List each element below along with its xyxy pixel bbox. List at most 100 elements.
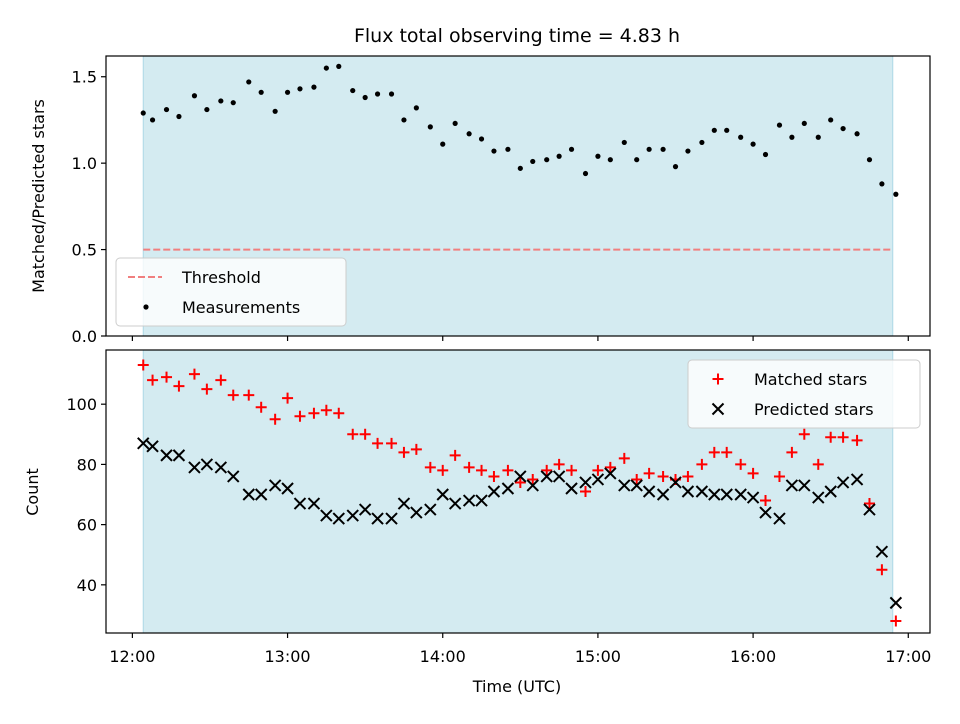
x-axis-label: Time (UTC)	[472, 677, 561, 696]
top-series-measurements-point	[621, 139, 627, 146]
bottom-series-matched-stars-point	[708, 446, 720, 458]
bottom-y-tick-label: 40	[77, 576, 97, 595]
x-tick-label: 16:00	[730, 647, 776, 666]
bottom-series-matched-stars-point	[566, 464, 578, 476]
bottom-series-predicted-stars-point	[227, 470, 240, 483]
bottom-series-matched-stars-point	[449, 449, 461, 461]
bottom-series-predicted-stars-point	[397, 497, 411, 510]
bottom-series-matched-stars-point	[527, 473, 539, 485]
bottom-series-predicted-stars-point	[875, 545, 889, 558]
bottom-y-tick-label: 80	[77, 455, 97, 474]
bottom-plot: 40 60 80 100 12:00 13:00 14:00 15:00 16:00 17:00 M…	[66, 349, 931, 666]
top-legend-threshold-label: Threshold	[181, 268, 261, 287]
top-y-tick-label: 1.0	[72, 154, 97, 173]
bottom-series-matched-stars-point	[372, 437, 384, 449]
top-series-measurements-point	[374, 91, 381, 97]
top-series-measurements-point	[388, 91, 395, 97]
x-tick-label: 12:00	[109, 647, 155, 666]
bottom-series-predicted-stars-point	[695, 485, 709, 498]
bottom-series-predicted-stars-point	[836, 476, 850, 489]
bottom-y-tick-label: 60	[77, 516, 97, 535]
top-plot: 0.0 0.5 1.0 1.5 Threshold Measurements	[72, 55, 931, 346]
bottom-series-predicted-stars-point	[254, 488, 268, 501]
bottom-legend-box	[687, 359, 921, 429]
bottom-series-predicted-stars-point	[436, 488, 449, 501]
bottom-series-predicted-stars-point	[734, 488, 747, 501]
top-series-measurements-point	[544, 157, 550, 163]
bottom-series-predicted-stars-point	[526, 479, 539, 492]
top-series-measurements-point	[191, 93, 198, 99]
top-series-measurements-point	[297, 86, 303, 92]
bottom-series-matched-stars-point	[592, 464, 604, 476]
top-series-measurements-point	[491, 148, 497, 154]
bottom-series-matched-stars-point	[347, 428, 359, 440]
bottom-series-predicted-stars-point	[160, 449, 173, 462]
top-series-measurements-point	[750, 141, 756, 147]
top-series-measurements-point	[672, 164, 679, 170]
bottom-series-predicted-stars-point	[200, 458, 214, 471]
bottom-series-matched-stars-point	[333, 407, 345, 419]
bottom-series-predicted-stars-point	[656, 488, 670, 501]
top-series-measurements-point	[893, 191, 899, 197]
top-series-measurements-point	[711, 127, 717, 133]
bottom-axes-frame	[105, 349, 931, 634]
top-series-measurements-point	[440, 141, 446, 147]
top-series-measurements-point	[478, 136, 485, 142]
top-series-measurements-point	[634, 157, 640, 163]
top-series-measurements-point	[801, 120, 807, 127]
bottom-series-predicted-stars-point	[785, 479, 799, 492]
bottom-y-axis-label: Count	[23, 468, 42, 516]
bottom-series-matched-stars-point	[604, 461, 616, 473]
top-series-measurements-point	[246, 79, 252, 85]
top-series-measurements-point	[176, 113, 182, 120]
bottom-series-matched-stars-point	[320, 404, 332, 416]
top-series-measurements-point	[505, 146, 511, 152]
top-series-measurements-point	[401, 117, 407, 123]
bottom-series-predicted-stars-point	[475, 494, 488, 507]
top-legend: Threshold Measurements	[115, 257, 347, 327]
chart-title: Flux total observing time = 4.83 h	[354, 25, 680, 47]
bottom-series-matched-stars-point	[201, 383, 213, 395]
top-series-measurements-point	[284, 89, 291, 95]
top-series-measurements-point	[840, 125, 846, 132]
bottom-series-predicted-stars-point	[242, 488, 255, 501]
bottom-series-predicted-stars-point	[371, 512, 384, 525]
top-series-measurements-point	[866, 157, 873, 163]
bottom-series-matched-stars-point	[735, 458, 747, 470]
bottom-series-matched-stars-point	[786, 446, 798, 458]
bottom-series-matched-stars-point	[851, 434, 863, 446]
bottom-series-matched-stars-point	[463, 461, 475, 473]
bottom-series-predicted-stars-point	[863, 503, 876, 516]
bottom-series-predicted-stars-point	[618, 479, 631, 492]
top-series-measurements-point	[724, 127, 730, 133]
bottom-series-predicted-stars-point	[448, 497, 462, 510]
top-series-measurements-point	[311, 84, 317, 90]
bottom-legend-predicted-stars-label: Predicted stars	[754, 400, 874, 419]
top-y-tick-label: 0.0	[72, 327, 97, 346]
bottom-series-predicted-stars-point	[552, 470, 566, 483]
bottom-series-predicted-stars-point	[214, 461, 228, 474]
bottom-series-matched-stars-point	[825, 431, 837, 443]
bottom-series-predicted-stars-point	[708, 488, 721, 501]
bottom-series-predicted-stars-point	[746, 491, 760, 504]
bottom-series-matched-stars-point	[173, 380, 185, 392]
bottom-series-predicted-stars-point	[320, 509, 333, 522]
bottom-series-matched-stars-point	[255, 401, 267, 413]
top-legend-measurements-label: Measurements	[182, 298, 300, 317]
bottom-series-predicted-stars-point	[669, 476, 682, 489]
bottom-series-predicted-stars-point	[487, 485, 501, 498]
bottom-series-predicted-stars-point	[346, 509, 359, 522]
top-legend-box	[115, 257, 347, 327]
bottom-series-predicted-stars-point	[281, 482, 294, 495]
top-series-measurements-point	[568, 146, 575, 152]
x-tick-label: 15:00	[575, 647, 621, 666]
bottom-series-matched-stars-point	[359, 428, 371, 440]
bottom-series-matched-stars-point	[476, 464, 488, 476]
bottom-series-predicted-stars-point	[889, 596, 903, 610]
top-series-measurements-point	[517, 165, 523, 171]
bottom-series-matched-stars-point	[188, 368, 200, 380]
top-series-measurements-point	[362, 94, 368, 101]
bottom-series-matched-stars-point	[386, 437, 398, 449]
top-series-measurements-point	[230, 100, 236, 106]
